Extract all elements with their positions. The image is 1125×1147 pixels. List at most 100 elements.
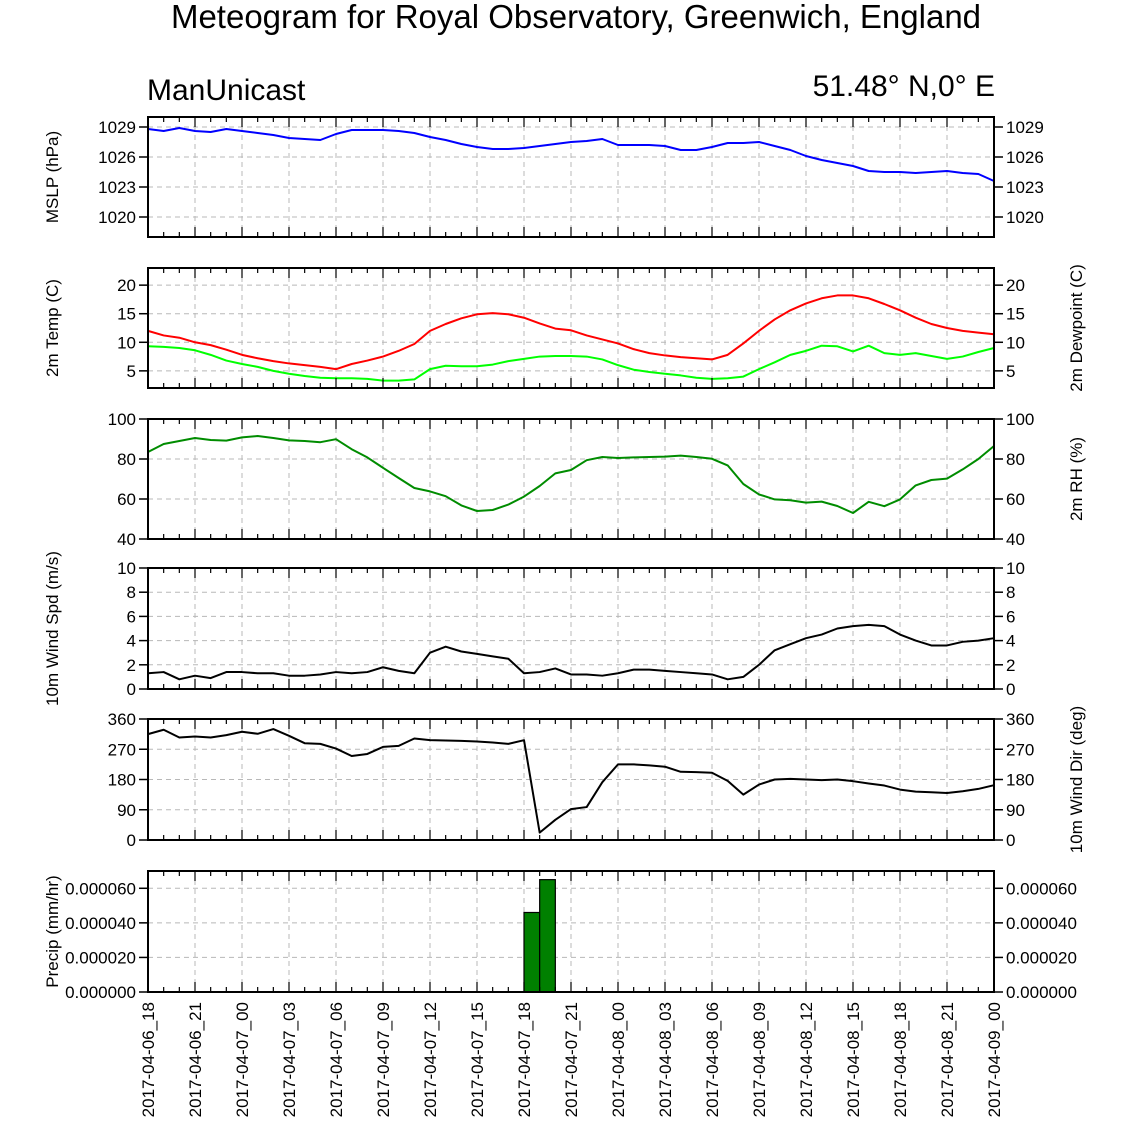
x-tick-label: 2017-04-07_18 — [515, 1002, 534, 1117]
x-tick-label: 2017-04-07_03 — [280, 1002, 299, 1117]
x-tick-label: 2017-04-07_12 — [421, 1002, 440, 1117]
x-tick-label: 2017-04-07_09 — [374, 1002, 393, 1117]
y-tick-label-left: 0.000000 — [65, 983, 136, 1002]
y-tick-label-left: 5 — [127, 362, 136, 381]
x-tick-label: 2017-04-08_12 — [797, 1002, 816, 1117]
x-axis-tick-labels: 2017-04-06_18 2017-04-06_21 2017-04-07_00 2… — [139, 1002, 1004, 1117]
y-tick-label-left: 180 — [108, 771, 136, 790]
panel-precip: 0.000000 0.000000 0.000020 0.000020 0.000040… — [43, 870, 1077, 1002]
x-tick-label: 2017-04-08_15 — [844, 1002, 863, 1117]
y-tick-label-right: 0 — [1006, 831, 1015, 850]
y-tick-label-right: 1026 — [1006, 148, 1044, 167]
y-tick-label-left: 6 — [127, 607, 136, 626]
y-tick-label-left: 20 — [117, 276, 136, 295]
x-tick-label: 2017-04-07_06 — [327, 1002, 346, 1117]
x-tick-label: 2017-04-08_03 — [656, 1002, 675, 1117]
y-tick-label-right: 6 — [1006, 607, 1015, 626]
y-tick-label-right: 60 — [1006, 490, 1025, 509]
y-tick-label-left: 1026 — [98, 148, 136, 167]
y-tick-label-right: 15 — [1006, 305, 1025, 324]
y-tick-label-left: 4 — [127, 632, 136, 651]
y-axis-title-right: 2m RH (%) — [1067, 437, 1086, 521]
y-tick-label-right: 180 — [1006, 771, 1034, 790]
y-tick-label-right: 0.000020 — [1006, 948, 1077, 967]
y-tick-label-left: 0.000020 — [65, 948, 136, 967]
y-tick-label-left: 0.000060 — [65, 879, 136, 898]
series-line-mslp-0 — [147, 127, 995, 182]
y-tick-label-left: 1023 — [98, 178, 136, 197]
y-tick-label-right: 10 — [1006, 333, 1025, 352]
x-tick-label: 2017-04-08_18 — [891, 1002, 910, 1117]
y-tick-label-left: 80 — [117, 450, 136, 469]
y-tick-label-right: 0.000000 — [1006, 983, 1077, 1002]
y-tick-label-right: 40 — [1006, 530, 1025, 549]
y-tick-label-left: 90 — [117, 801, 136, 820]
y-tick-label-left: 1020 — [98, 208, 136, 227]
x-tick-label: 2017-04-08_00 — [609, 1002, 628, 1117]
y-tick-label-right: 100 — [1006, 410, 1034, 429]
y-tick-label-left: 270 — [108, 740, 136, 759]
y-tick-label-left: 1029 — [98, 118, 136, 137]
series-line-temp-0 — [147, 294, 995, 371]
y-tick-label-left: 100 — [108, 410, 136, 429]
panel-wdir: 0 0 90 90 180 180 270 270 360 360 10m Wind Dir (de… — [108, 706, 1086, 853]
y-tick-label-left: 2 — [127, 656, 136, 675]
y-tick-label-right: 5 — [1006, 362, 1015, 381]
y-tick-label-right: 0.000040 — [1006, 914, 1077, 933]
y-axis-title-left: 2m Temp (C) — [43, 279, 62, 377]
y-tick-label-right: 8 — [1006, 583, 1015, 602]
y-tick-label-left: 0 — [127, 831, 136, 850]
y-tick-label-right: 1020 — [1006, 208, 1044, 227]
model-label: ManUnicast — [147, 74, 306, 107]
series-line-wspd-0 — [147, 623, 995, 681]
series-line-wdir-0 — [147, 728, 995, 834]
x-tick-label: 2017-04-08_06 — [703, 1002, 722, 1117]
panel-temp: 5 5 10 10 15 15 20 20 2m Temp (C) 2m Dewpoint (C) — [43, 264, 1086, 392]
x-tick-label: 2017-04-07_00 — [233, 1002, 252, 1117]
x-tick-label: 2017-04-08_09 — [750, 1002, 769, 1117]
y-axis-title-left: 10m Wind Spd (m/s) — [43, 551, 62, 706]
y-tick-label-right: 2 — [1006, 656, 1015, 675]
y-tick-label-right: 1029 — [1006, 118, 1044, 137]
location-label: 51.48° N,0° E — [813, 70, 995, 103]
precip-bar-0 — [523, 911, 541, 993]
x-tick-label: 2017-04-07_15 — [468, 1002, 487, 1117]
y-tick-label-right: 270 — [1006, 740, 1034, 759]
y-tick-label-left: 15 — [117, 305, 136, 324]
series-line-rh-0 — [147, 435, 995, 514]
panel-mslp: 1020 1020 1023 1023 1026 1026 1029 1029 MSLP (hP… — [43, 116, 1044, 238]
y-tick-label-right: 80 — [1006, 450, 1025, 469]
y-axis-title-left: Precip (mm/hr) — [43, 875, 62, 987]
chart-title: Meteogram for Royal Observatory, Greenwi… — [171, 0, 981, 35]
y-tick-label-left: 40 — [117, 530, 136, 549]
y-axis-title-right: 10m Wind Dir (deg) — [1067, 706, 1086, 853]
y-tick-label-right: 360 — [1006, 710, 1034, 729]
x-tick-label: 2017-04-06_18 — [139, 1002, 158, 1117]
panel-rh: 40 40 60 60 80 80 100 100 2m RH (%) — [108, 410, 1086, 549]
y-tick-label-right: 1023 — [1006, 178, 1044, 197]
y-tick-label-right: 0 — [1006, 680, 1015, 699]
y-tick-label-left: 10 — [117, 559, 136, 578]
y-tick-label-right: 90 — [1006, 801, 1025, 820]
x-tick-label: 2017-04-07_21 — [562, 1002, 581, 1117]
y-tick-label-left: 10 — [117, 333, 136, 352]
y-tick-label-left: 0.000040 — [65, 914, 136, 933]
y-tick-label-left: 60 — [117, 490, 136, 509]
y-tick-label-left: 8 — [127, 583, 136, 602]
y-tick-label-right: 10 — [1006, 559, 1025, 578]
panel-wspd: 0 0 2 2 4 4 6 6 8 8 10 10 10m Wind Spd (m/s) — [43, 551, 1025, 706]
series-line-temp-1 — [147, 344, 995, 382]
x-tick-label: 2017-04-06_21 — [186, 1002, 205, 1117]
y-tick-label-left: 360 — [108, 710, 136, 729]
x-tick-label: 2017-04-08_21 — [938, 1002, 957, 1117]
y-tick-label-right: 0.000060 — [1006, 879, 1077, 898]
y-axis-title-left: MSLP (hPa) — [43, 131, 62, 223]
precip-bar-1 — [539, 879, 556, 993]
y-tick-label-right: 4 — [1006, 632, 1015, 651]
y-tick-label-right: 20 — [1006, 276, 1025, 295]
y-axis-title-right: 2m Dewpoint (C) — [1067, 264, 1086, 392]
y-tick-label-left: 0 — [127, 680, 136, 699]
x-tick-label: 2017-04-09_00 — [985, 1002, 1004, 1117]
